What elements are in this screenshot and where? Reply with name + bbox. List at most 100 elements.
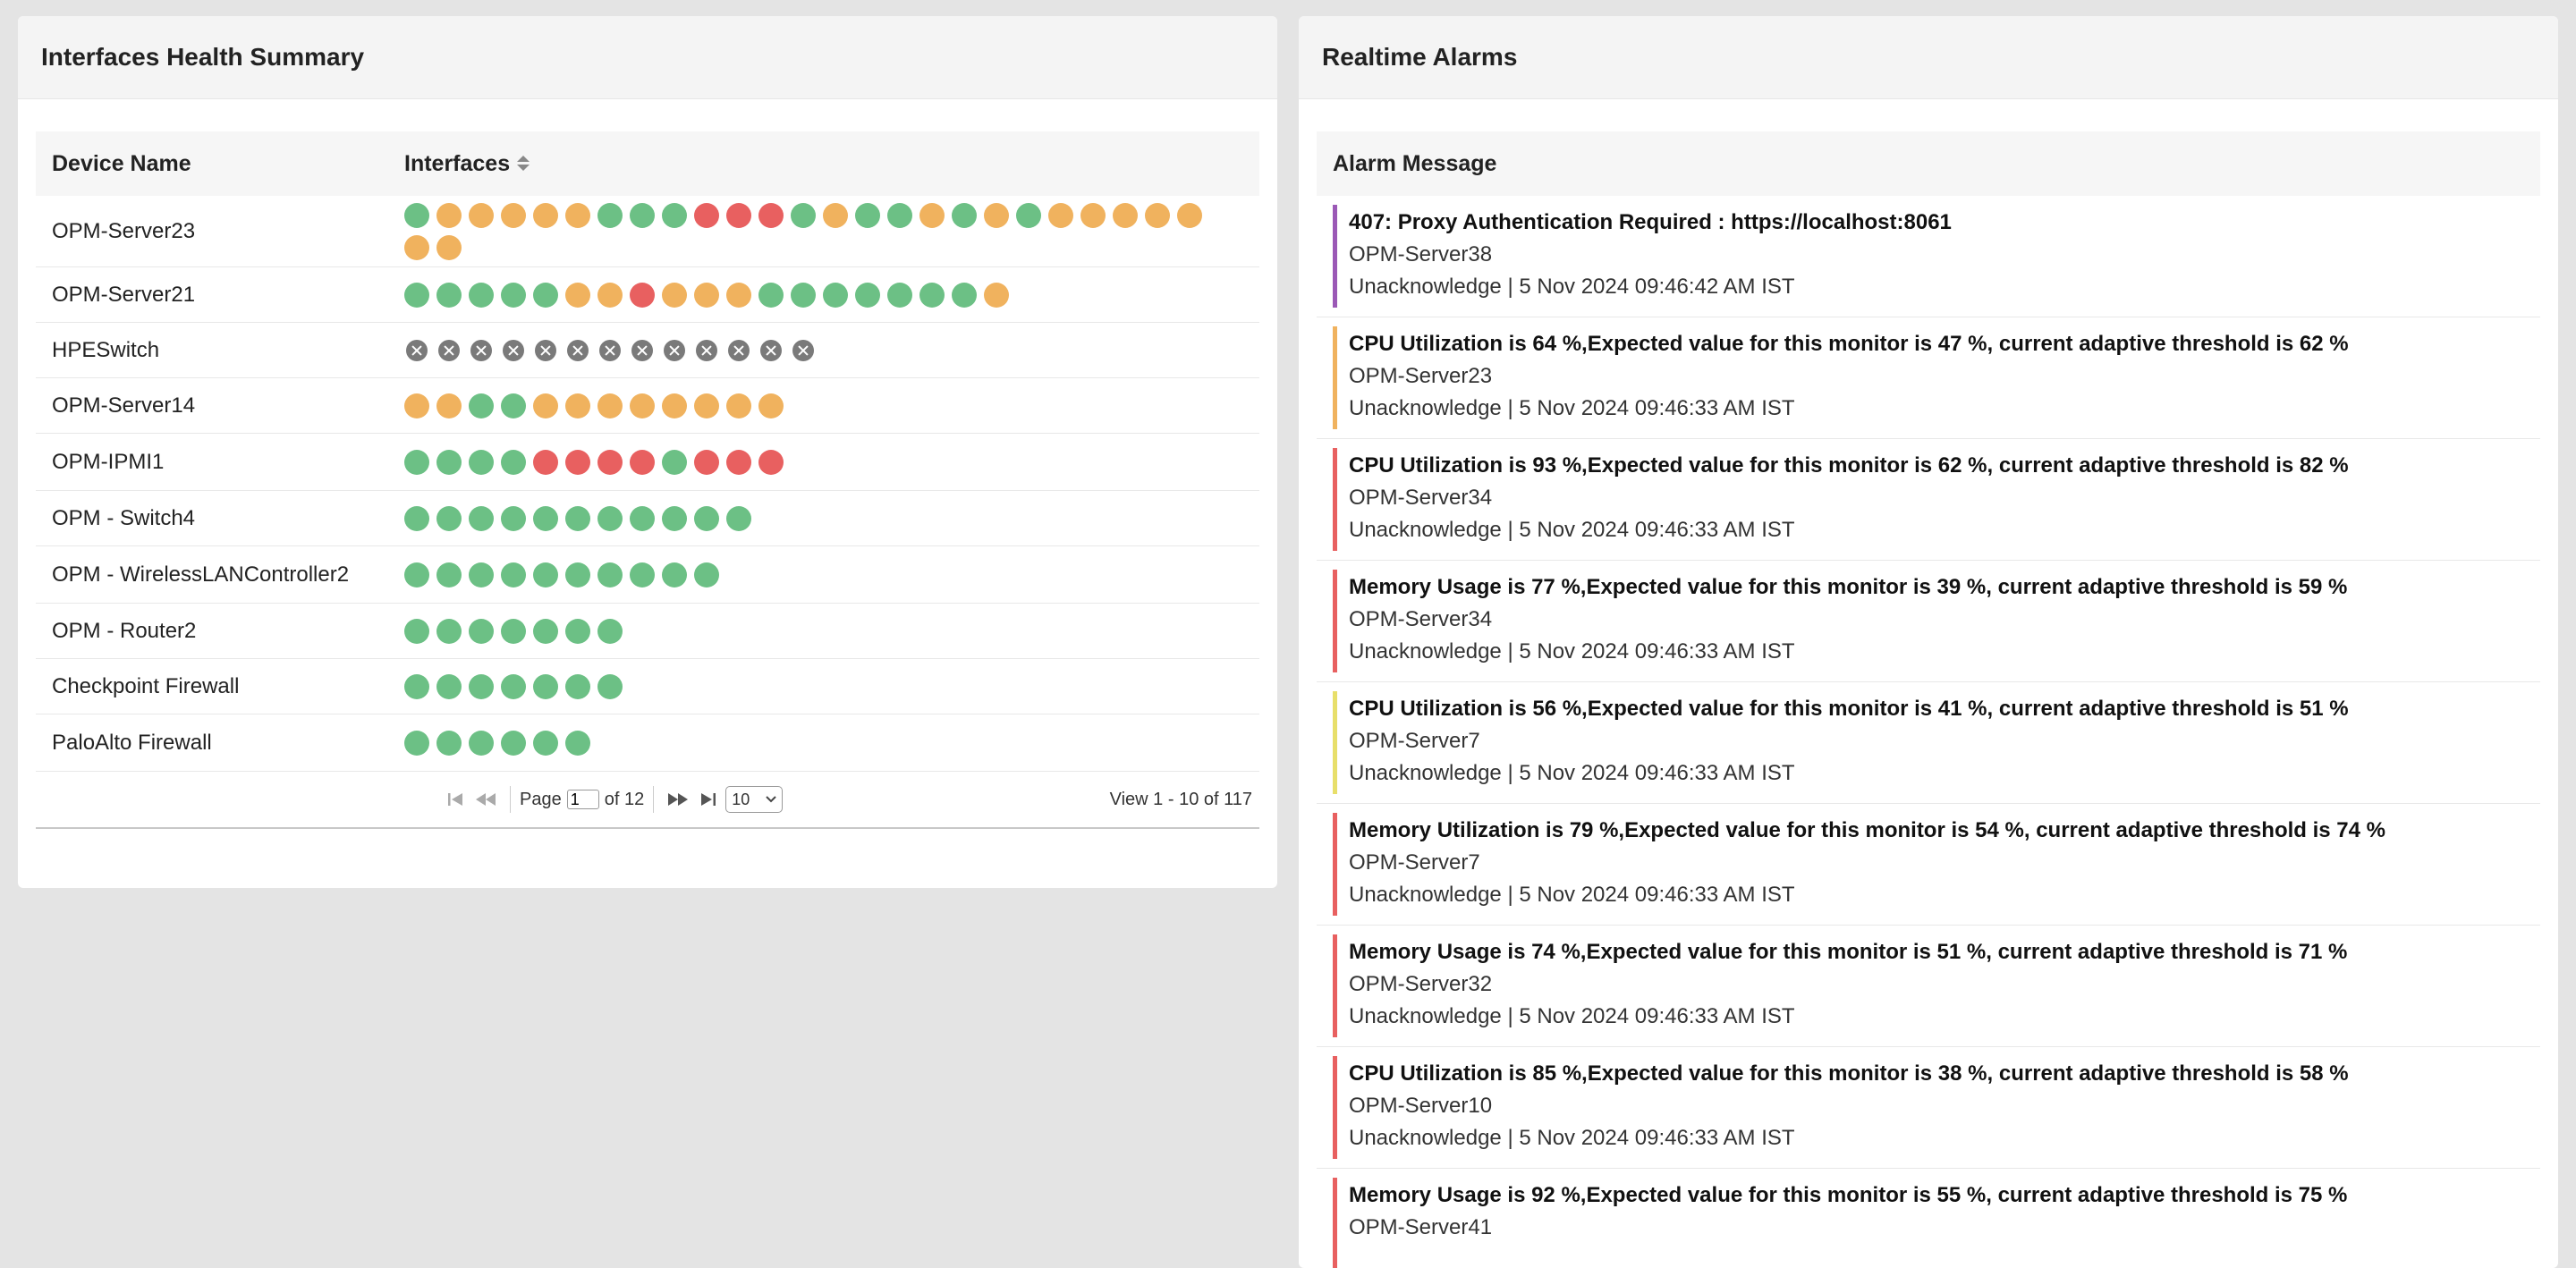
interface-status-dot[interactable] bbox=[404, 505, 429, 531]
page-number-input[interactable] bbox=[566, 790, 599, 809]
interface-status-dot[interactable] bbox=[597, 562, 623, 588]
interface-status-dot[interactable] bbox=[469, 730, 494, 756]
interface-status-dot[interactable] bbox=[436, 449, 462, 475]
interface-status-dot[interactable] bbox=[404, 730, 429, 756]
interface-status-dot[interactable] bbox=[404, 673, 429, 699]
interface-status-dot[interactable] bbox=[952, 202, 977, 228]
interface-unmanaged-icon[interactable] bbox=[631, 339, 653, 361]
interface-status-dot[interactable] bbox=[597, 202, 623, 228]
interface-status-dot[interactable] bbox=[662, 562, 687, 588]
sort-icon[interactable] bbox=[517, 155, 530, 173]
interface-status-dot[interactable] bbox=[436, 562, 462, 588]
interface-status-dot[interactable] bbox=[630, 282, 655, 308]
next-page-icon[interactable] bbox=[663, 784, 693, 815]
interface-status-dot[interactable] bbox=[597, 618, 623, 644]
interface-status-dot[interactable] bbox=[952, 282, 977, 308]
interface-status-dot[interactable] bbox=[469, 618, 494, 644]
interface-status-dot[interactable] bbox=[436, 730, 462, 756]
first-page-icon[interactable] bbox=[440, 784, 470, 815]
alarm-item[interactable]: Memory Usage is 74 %,Expected value for … bbox=[1317, 926, 2540, 1047]
interface-status-dot[interactable] bbox=[533, 618, 558, 644]
alarm-message[interactable]: Memory Usage is 77 %,Expected value for … bbox=[1349, 575, 2348, 599]
interface-unmanaged-icon[interactable] bbox=[535, 339, 556, 361]
interface-status-dot[interactable] bbox=[630, 505, 655, 531]
interface-status-dot[interactable] bbox=[597, 673, 623, 699]
interface-status-dot[interactable] bbox=[597, 282, 623, 308]
interface-status-dot[interactable] bbox=[887, 202, 912, 228]
interface-status-dot[interactable] bbox=[694, 562, 719, 588]
interface-status-dot[interactable] bbox=[791, 202, 816, 228]
interface-status-dot[interactable] bbox=[694, 505, 719, 531]
interface-status-dot[interactable] bbox=[533, 562, 558, 588]
interface-status-dot[interactable] bbox=[1177, 202, 1202, 228]
interfaces-header[interactable]: Interfaces bbox=[404, 151, 530, 177]
interface-status-dot[interactable] bbox=[533, 393, 558, 418]
interface-status-dot[interactable] bbox=[469, 393, 494, 418]
device-name[interactable]: OPM-IPMI1 bbox=[52, 449, 165, 474]
interface-status-dot[interactable] bbox=[436, 202, 462, 228]
interface-status-dot[interactable] bbox=[533, 730, 558, 756]
device-name[interactable]: OPM - Switch4 bbox=[52, 505, 196, 530]
alarm-message[interactable]: CPU Utilization is 56 %,Expected value f… bbox=[1349, 697, 2349, 721]
last-page-icon[interactable] bbox=[693, 784, 724, 815]
interface-unmanaged-icon[interactable] bbox=[664, 339, 685, 361]
table-row[interactable]: OPM - WirelessLANController2 bbox=[36, 546, 1259, 604]
interface-status-dot[interactable] bbox=[694, 393, 719, 418]
interface-status-dot[interactable] bbox=[694, 282, 719, 308]
alarm-message[interactable]: Memory Utilization is 79 %,Expected valu… bbox=[1349, 818, 2385, 842]
interface-status-dot[interactable] bbox=[436, 505, 462, 531]
interface-status-dot[interactable] bbox=[694, 449, 719, 475]
interface-status-dot[interactable] bbox=[791, 282, 816, 308]
device-name[interactable]: OPM-Server23 bbox=[52, 218, 196, 243]
interface-status-dot[interactable] bbox=[726, 505, 751, 531]
interface-status-dot[interactable] bbox=[630, 449, 655, 475]
interface-unmanaged-icon[interactable] bbox=[696, 339, 717, 361]
interface-status-dot[interactable] bbox=[436, 282, 462, 308]
interface-unmanaged-icon[interactable] bbox=[599, 339, 621, 361]
interface-status-dot[interactable] bbox=[662, 202, 687, 228]
alarm-item[interactable]: CPU Utilization is 64 %,Expected value f… bbox=[1317, 317, 2540, 439]
table-row[interactable]: Checkpoint Firewall bbox=[36, 659, 1259, 714]
interface-status-dot[interactable] bbox=[855, 202, 880, 228]
interface-status-dot[interactable] bbox=[726, 282, 751, 308]
page-size-select[interactable]: 10 bbox=[725, 786, 784, 813]
table-row[interactable]: HPESwitch bbox=[36, 323, 1259, 378]
device-name[interactable]: OPM-Server21 bbox=[52, 282, 196, 307]
interface-status-dot[interactable] bbox=[565, 393, 590, 418]
interface-unmanaged-icon[interactable] bbox=[406, 339, 428, 361]
interface-status-dot[interactable] bbox=[726, 393, 751, 418]
interface-status-dot[interactable] bbox=[533, 282, 558, 308]
interface-status-dot[interactable] bbox=[662, 505, 687, 531]
table-row[interactable]: OPM-Server21 bbox=[36, 267, 1259, 323]
alarm-message[interactable]: 407: Proxy Authentication Required : htt… bbox=[1349, 210, 1952, 234]
interface-status-dot[interactable] bbox=[1113, 202, 1138, 228]
device-name[interactable]: OPM-Server14 bbox=[52, 393, 196, 418]
interface-status-dot[interactable] bbox=[984, 282, 1009, 308]
table-row[interactable]: OPM - Switch4 bbox=[36, 491, 1259, 546]
table-row[interactable]: PaloAlto Firewall bbox=[36, 714, 1259, 772]
interface-unmanaged-icon[interactable] bbox=[438, 339, 460, 361]
interface-status-dot[interactable] bbox=[436, 618, 462, 644]
interface-status-dot[interactable] bbox=[469, 449, 494, 475]
interface-status-dot[interactable] bbox=[565, 202, 590, 228]
interface-status-dot[interactable] bbox=[630, 202, 655, 228]
interface-status-dot[interactable] bbox=[662, 282, 687, 308]
alarm-message[interactable]: Memory Usage is 74 %,Expected value for … bbox=[1349, 940, 2348, 964]
interface-status-dot[interactable] bbox=[662, 449, 687, 475]
interface-status-dot[interactable] bbox=[404, 282, 429, 308]
interface-status-dot[interactable] bbox=[823, 202, 848, 228]
interface-status-dot[interactable] bbox=[501, 618, 526, 644]
interface-unmanaged-icon[interactable] bbox=[760, 339, 782, 361]
interface-status-dot[interactable] bbox=[630, 393, 655, 418]
interface-status-dot[interactable] bbox=[501, 393, 526, 418]
alarm-message[interactable]: Memory Usage is 92 %,Expected value for … bbox=[1349, 1183, 2348, 1207]
interface-status-dot[interactable] bbox=[533, 673, 558, 699]
interface-status-dot[interactable] bbox=[501, 730, 526, 756]
alarm-message[interactable]: CPU Utilization is 93 %,Expected value f… bbox=[1349, 453, 2349, 478]
interface-unmanaged-icon[interactable] bbox=[503, 339, 524, 361]
interface-status-dot[interactable] bbox=[565, 282, 590, 308]
table-row[interactable]: OPM-Server23 bbox=[36, 196, 1259, 267]
previous-page-icon[interactable] bbox=[470, 784, 501, 815]
interface-status-dot[interactable] bbox=[694, 202, 719, 228]
interface-status-dot[interactable] bbox=[565, 562, 590, 588]
